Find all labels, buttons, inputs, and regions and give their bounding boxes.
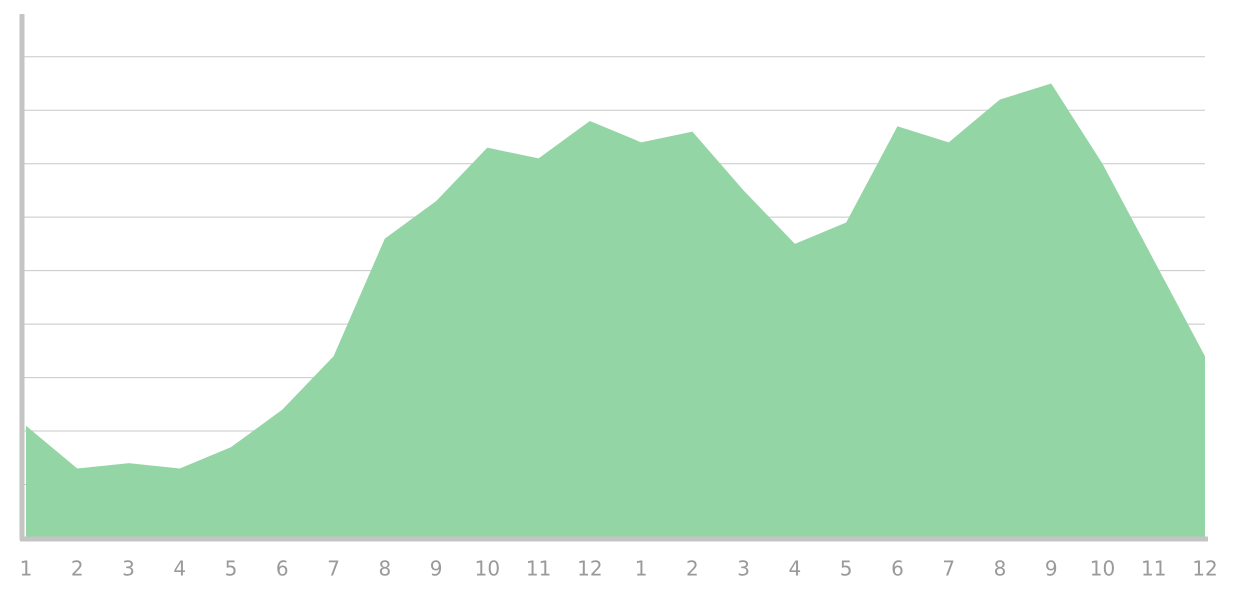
x-tick-label: 9 — [430, 557, 443, 581]
x-labels: 1 2 3 4 5 6 7 8 9 10 11 12 1 2 3 4 5 6 7 8 9 10 11 12 — [20, 557, 1218, 581]
x-tick-label: 7 — [942, 557, 955, 581]
x-tick-label: 11 — [1141, 557, 1166, 581]
x-tick-label: 6 — [276, 557, 289, 581]
x-tick-label: 4 — [173, 557, 186, 581]
x-tick-label: 2 — [71, 557, 84, 581]
x-tick-label: 4 — [789, 557, 802, 581]
x-tick-label: 5 — [225, 557, 238, 581]
x-tick-label: 6 — [891, 557, 904, 581]
x-tick-label: 12 — [1192, 557, 1217, 581]
plot — [26, 83, 1205, 539]
x-tick-label: 11 — [526, 557, 551, 581]
x-tick-label: 3 — [737, 557, 750, 581]
x-tick-label: 7 — [327, 557, 340, 581]
x-tick-label: 10 — [475, 557, 500, 581]
x-tick-label: 9 — [1045, 557, 1058, 581]
x-tick-label: 10 — [1090, 557, 1115, 581]
x-tick-label: 1 — [20, 557, 33, 581]
area — [26, 83, 1205, 539]
x-tick-label: 8 — [378, 557, 391, 581]
x-tick-label: 12 — [577, 557, 602, 581]
x-tick-label: 5 — [840, 557, 853, 581]
x-tick-label: 8 — [994, 557, 1007, 581]
x-tick-label: 3 — [122, 557, 135, 581]
x-tick-label: 2 — [686, 557, 699, 581]
x-tick-label: 1 — [635, 557, 648, 581]
